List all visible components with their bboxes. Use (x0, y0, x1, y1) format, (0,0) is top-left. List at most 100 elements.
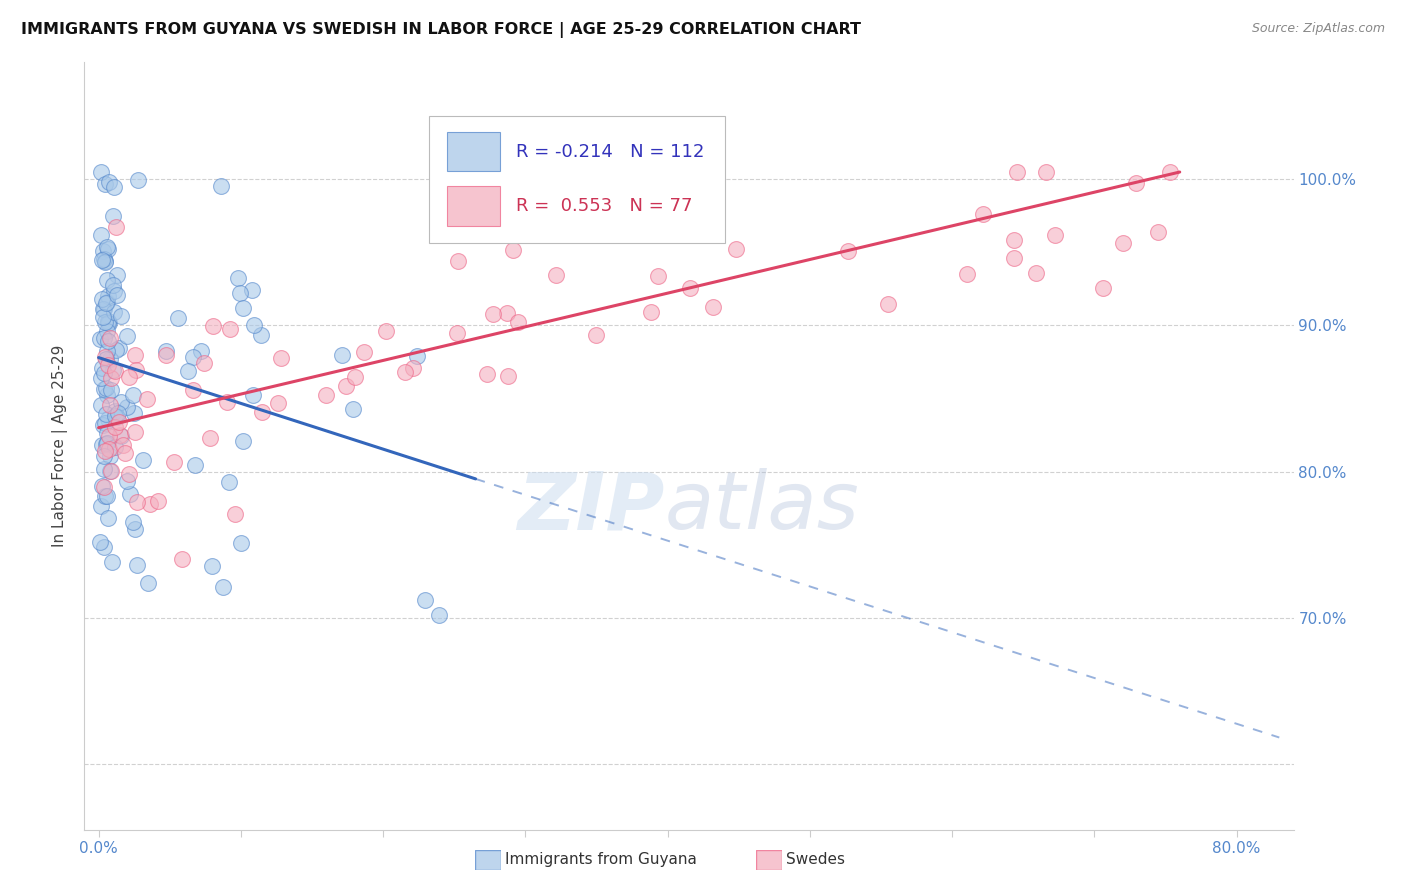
Point (956, 267, 979, 281)
Point (585, 328, 607, 343)
Point (447, 253, 470, 268)
Point (103, 180, 125, 194)
Point (496, 306, 519, 320)
Point (94, 295, 117, 310)
Point (97, 334, 120, 348)
Point (679, 280, 702, 294)
Point (229, 536, 252, 550)
Point (98, 450, 121, 464)
Point (315, 388, 337, 402)
Point (394, 365, 416, 379)
Point (93, 331, 115, 345)
Point (374, 324, 396, 338)
Point (94, 351, 117, 366)
Point (101, 363, 124, 377)
Point (93, 540, 115, 554)
Point (249, 327, 271, 342)
Text: Immigrants from Guyana: Immigrants from Guyana (505, 853, 696, 867)
Point (104, 420, 127, 434)
Point (163, 455, 186, 469)
Point (103, 285, 125, 299)
Point (218, 475, 240, 490)
Point (482, 307, 505, 321)
Point (406, 349, 429, 363)
Point (98, 331, 121, 345)
Point (94, 177, 117, 191)
Point (135, 392, 157, 406)
Point (124, 348, 146, 362)
Point (96, 344, 118, 359)
Point (1125, 177, 1147, 191)
Text: Swedes: Swedes (786, 853, 845, 867)
Point (114, 446, 136, 460)
Point (104, 404, 127, 418)
Point (125, 494, 148, 508)
Point (97, 412, 120, 426)
Point (89, 534, 111, 549)
Point (124, 425, 146, 439)
Point (117, 329, 139, 343)
Point (91, 253, 114, 268)
Point (94, 314, 117, 328)
Point (93, 252, 115, 266)
Point (100, 371, 122, 385)
Point (97, 358, 120, 372)
Point (250, 405, 273, 419)
Point (97, 288, 120, 302)
Point (93, 480, 115, 494)
Point (122, 406, 145, 420)
Point (91, 310, 114, 324)
Text: R = -0.214   N = 112: R = -0.214 N = 112 (516, 143, 704, 161)
Point (104, 219, 127, 234)
Point (90, 371, 112, 385)
Point (155, 348, 177, 362)
Point (94, 254, 117, 268)
Text: ZIP: ZIP (517, 468, 665, 547)
Point (96, 437, 118, 451)
Point (96, 239, 118, 253)
Point (89, 333, 111, 347)
FancyBboxPatch shape (429, 116, 725, 243)
Point (96, 273, 118, 287)
Point (96, 388, 118, 402)
Point (97, 313, 120, 327)
Point (100, 352, 122, 367)
Point (97, 317, 120, 331)
Point (588, 221, 610, 235)
Point (90, 360, 112, 375)
Point (104, 343, 127, 357)
Point (181, 350, 204, 364)
Point (101, 209, 124, 223)
Point (702, 300, 724, 314)
Point (342, 401, 364, 416)
Point (104, 440, 127, 454)
Point (110, 429, 132, 443)
Point (146, 494, 169, 508)
Point (125, 558, 148, 573)
Point (97, 428, 120, 442)
Point (201, 559, 224, 574)
Point (97, 511, 120, 525)
Point (96, 425, 118, 440)
Point (100, 464, 122, 478)
Point (105, 409, 128, 424)
Point (101, 277, 124, 292)
Point (91, 479, 114, 493)
Point (270, 351, 292, 366)
FancyBboxPatch shape (447, 131, 501, 171)
Point (91, 301, 114, 316)
Point (190, 344, 212, 359)
Point (132, 453, 155, 467)
Point (94, 351, 117, 365)
Point (117, 370, 139, 384)
Point (120, 487, 142, 501)
Point (332, 348, 354, 362)
Point (217, 394, 239, 409)
Point (243, 318, 266, 332)
Point (183, 458, 205, 472)
Point (1112, 236, 1135, 251)
Point (127, 173, 149, 187)
Point (446, 326, 468, 340)
Point (1045, 227, 1067, 242)
Point (121, 388, 143, 402)
